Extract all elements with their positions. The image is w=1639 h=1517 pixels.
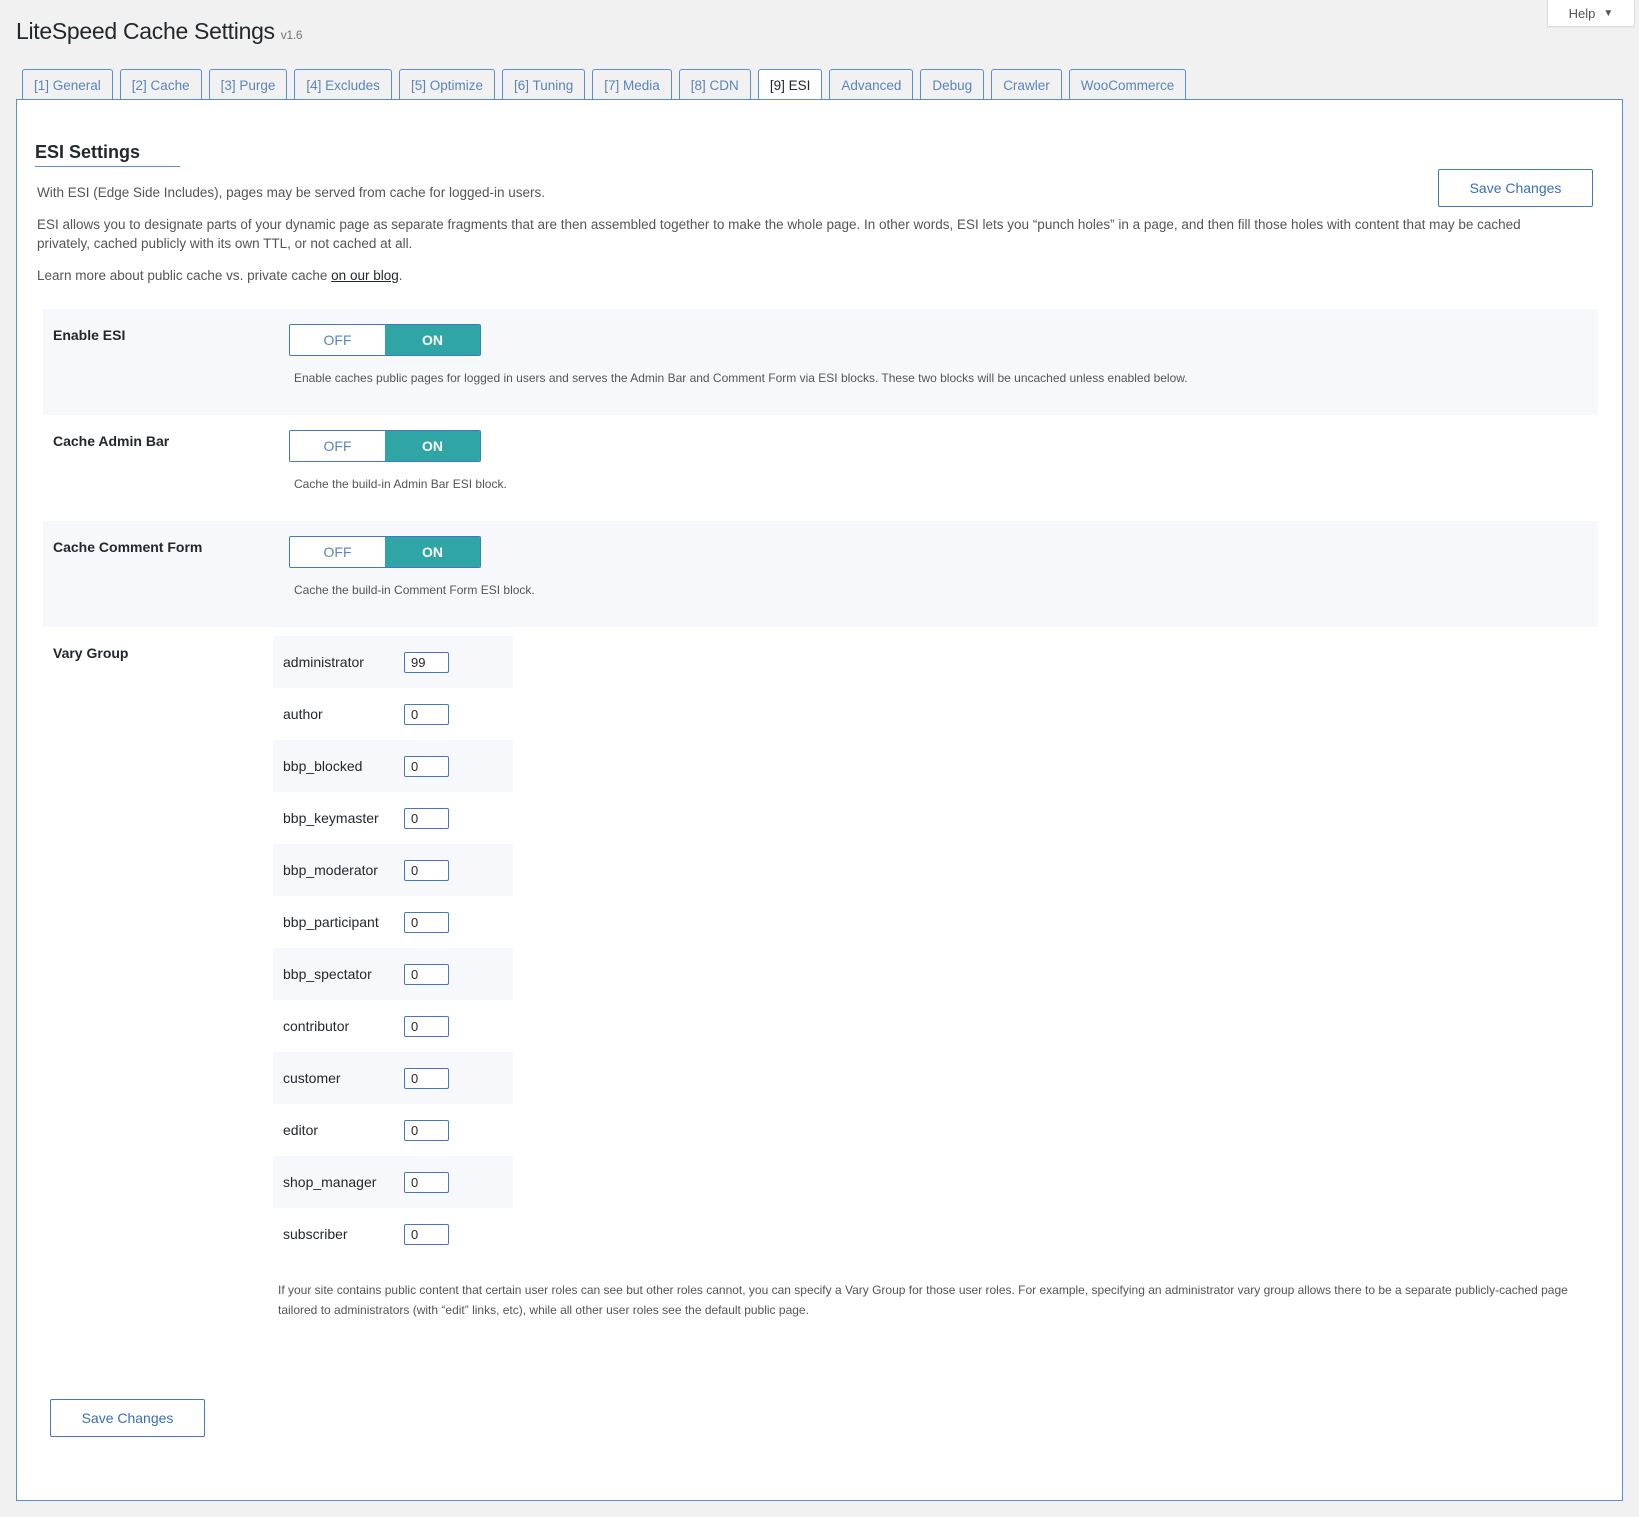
vary-group-row: bbp_participant (273, 896, 513, 948)
toggle-off-option[interactable]: OFF (290, 431, 385, 461)
role-label: shop_manager (283, 1174, 377, 1190)
toggle-on-option[interactable]: ON (385, 537, 480, 567)
tab-8-cdn[interactable]: [8] CDN (678, 69, 751, 100)
role-label: bbp_keymaster (283, 810, 379, 826)
tab-crawler[interactable]: Crawler (991, 69, 1062, 100)
vary-group-row: administrator (273, 636, 513, 688)
tab-1-general[interactable]: [1] General (22, 69, 113, 100)
vary-group-row: bbp_blocked (273, 740, 513, 792)
setting-label: Cache Comment Form (53, 539, 203, 555)
save-changes-button-top[interactable]: Save Changes (1438, 169, 1593, 207)
role-label: bbp_spectator (283, 966, 372, 982)
setting-label: Enable ESI (53, 327, 126, 343)
page-title-text: LiteSpeed Cache Settings (16, 18, 275, 44)
on-off-toggle[interactable]: OFF ON (289, 430, 481, 462)
help-label: Help (1568, 5, 1596, 21)
role-label: author (283, 706, 323, 722)
vary-group-input[interactable] (404, 1223, 449, 1245)
toggle-on-option[interactable]: ON (385, 431, 480, 461)
role-label: subscriber (283, 1226, 348, 1242)
vary-group-row: shop_manager (273, 1156, 513, 1208)
tab-5-optimize[interactable]: [5] Optimize (398, 69, 495, 100)
tab-9-esi[interactable]: [9] ESI (757, 69, 823, 101)
setting-row: Cache Comment Form OFF ON Cache the buil… (43, 521, 1598, 627)
toggle-on-option[interactable]: ON (385, 325, 480, 355)
setting-row: Cache Admin Bar OFF ON Cache the build-i… (43, 415, 1598, 521)
role-label: administrator (283, 654, 364, 670)
role-label: bbp_participant (283, 914, 379, 930)
toggle-off-option[interactable]: OFF (290, 537, 385, 567)
learn-more-text: Learn more about public cache vs. privat… (37, 266, 1577, 285)
on-off-toggle[interactable]: OFF ON (289, 536, 481, 568)
section-title: ESI Settings (35, 142, 181, 167)
vary-group-input[interactable] (404, 1015, 449, 1037)
vary-group-label: Vary Group (53, 645, 129, 661)
vary-group-input[interactable] (404, 1119, 449, 1141)
toggle-off-option[interactable]: OFF (290, 325, 385, 355)
settings-panel: ESI Settings Save Changes With ESI (Edge… (16, 99, 1623, 1501)
vary-group-row: contributor (273, 1000, 513, 1052)
on-off-toggle[interactable]: OFF ON (289, 324, 481, 356)
tab-bar: [1] General [2] Cache [3] Purge [4] Exclude… (22, 69, 1187, 101)
setting-description: Cache the build-in Admin Bar ESI block. (294, 477, 507, 491)
role-label: editor (283, 1122, 319, 1138)
description-text: ESI allows you to designate parts of you… (37, 217, 1521, 251)
help-button[interactable]: Help ▼ (1547, 0, 1635, 27)
vary-group-row: bbp_moderator (273, 844, 513, 896)
tab-debug[interactable]: Debug (920, 69, 985, 100)
vary-group-row: bbp_spectator (273, 948, 513, 1000)
tab-4-excludes[interactable]: [4] Excludes (294, 69, 392, 100)
triangle-down-icon: ▼ (1603, 7, 1614, 19)
tab-3-purge[interactable]: [3] Purge (208, 69, 288, 100)
vary-group-input[interactable] (404, 807, 449, 829)
vary-group-input[interactable] (404, 755, 449, 777)
setting-row: Enable ESI OFF ON Enable caches public p… (43, 309, 1598, 415)
vary-group-description: If your site contains public content tha… (278, 1283, 1568, 1317)
vary-group-row: editor (273, 1104, 513, 1156)
tab-woocommerce[interactable]: WooCommerce (1068, 69, 1187, 100)
learn-suffix: . (398, 268, 403, 283)
vary-group-input[interactable] (404, 911, 449, 933)
vary-group-input[interactable] (404, 859, 449, 881)
blog-link[interactable]: on our blog (331, 268, 399, 283)
vary-group-row: customer (273, 1052, 513, 1104)
save-changes-button-bottom[interactable]: Save Changes (50, 1399, 205, 1437)
setting-label: Cache Admin Bar (53, 433, 170, 449)
role-label: bbp_blocked (283, 758, 363, 774)
role-label: customer (283, 1070, 341, 1086)
setting-description: Cache the build-in Comment Form ESI bloc… (294, 583, 535, 597)
vary-group-input[interactable] (404, 703, 449, 725)
vary-group-row: subscriber (273, 1208, 513, 1260)
vary-group-row: author (273, 688, 513, 740)
version-label: v1.6 (280, 28, 303, 42)
tab-6-tuning[interactable]: [6] Tuning (501, 69, 586, 100)
vary-group-input[interactable] (404, 651, 449, 673)
tab-advanced[interactable]: Advanced (829, 69, 914, 100)
intro-text: With ESI (Edge Side Includes), pages may… (37, 185, 545, 200)
vary-group-input[interactable] (404, 1067, 449, 1089)
vary-group-table: administrator author bbp_blocked bbp_keymas… (273, 636, 513, 1260)
tab-2-cache[interactable]: [2] Cache (119, 69, 202, 100)
setting-description: Enable caches public pages for logged in… (294, 371, 1188, 385)
tab-7-media[interactable]: [7] Media (592, 69, 672, 100)
vary-group-input[interactable] (404, 1171, 449, 1193)
page-title: LiteSpeed Cache Settings v1.6 (16, 18, 303, 45)
role-label: bbp_moderator (283, 862, 378, 878)
learn-prefix: Learn more about public cache vs. privat… (37, 268, 332, 283)
vary-group-input[interactable] (404, 963, 449, 985)
vary-group-row: bbp_keymaster (273, 792, 513, 844)
role-label: contributor (283, 1018, 350, 1034)
